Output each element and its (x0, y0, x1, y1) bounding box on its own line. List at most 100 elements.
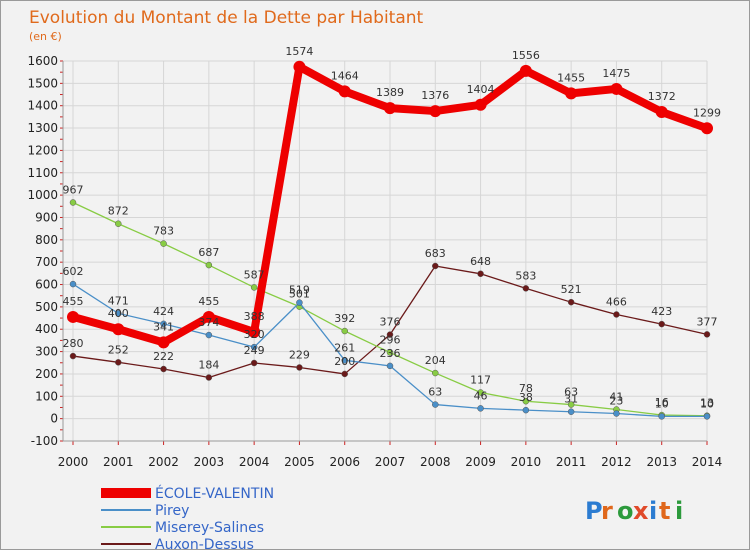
data-label: 587 (244, 268, 265, 281)
data-label: 376 (380, 316, 401, 329)
y-tick-label: 1500 (27, 76, 58, 90)
series-point-0 (701, 122, 713, 135)
series-point-3 (341, 370, 348, 378)
axes: -100 0 100 200 300 400 500 600 700 800 900 1000 1100… (27, 54, 722, 469)
legend-label-3: Auxon-Dessus (155, 537, 254, 549)
y-tick-label: 0 (50, 412, 58, 426)
data-label: 377 (697, 315, 718, 328)
x-tick-label: 2004 (239, 455, 270, 469)
series-point-0 (384, 102, 396, 115)
data-label: 1475 (602, 67, 630, 80)
series-point-0 (610, 82, 623, 95)
x-tick-label: 2006 (329, 455, 360, 469)
data-label: 46 (474, 389, 488, 402)
data-label: 1556 (512, 49, 540, 62)
data-label: 501 (289, 288, 310, 301)
series-point-2 (69, 199, 77, 206)
data-label: 184 (198, 359, 219, 372)
series-point-3 (703, 331, 711, 338)
data-label: 320 (244, 328, 265, 341)
x-tick-label: 2013 (646, 455, 677, 469)
series-point-0 (429, 105, 442, 118)
series-point-3 (522, 285, 530, 292)
logo-letter: i (649, 497, 657, 525)
data-label: 423 (651, 305, 672, 318)
logo-letter: r (601, 497, 613, 525)
series-point-0 (248, 325, 261, 338)
y-tick-label: 900 (35, 210, 58, 224)
series-point-3 (658, 320, 665, 328)
series-point-0 (519, 64, 532, 77)
series-point-2 (160, 240, 167, 247)
y-tick-label: 500 (35, 300, 58, 314)
logo-letter: i (675, 497, 683, 525)
data-label: 374 (198, 316, 219, 329)
data-label: 261 (334, 341, 355, 354)
x-tick-label: 2003 (194, 455, 225, 469)
data-label: 63 (428, 386, 442, 399)
legend-label-2: Miserey-Salines (155, 520, 264, 536)
data-label: 63 (564, 386, 578, 399)
data-label: 117 (470, 373, 491, 386)
y-tick-label: 400 (35, 322, 58, 336)
data-label: 296 (380, 333, 401, 346)
series-point-2 (250, 284, 258, 291)
series-point-1 (432, 401, 439, 408)
data-label: 10 (655, 397, 669, 410)
data-label: 10 (700, 397, 714, 410)
data-label: 23 (609, 395, 623, 408)
series-point-0 (474, 98, 487, 111)
series-point-0 (293, 60, 306, 73)
data-label: 424 (153, 305, 174, 318)
grid (63, 60, 708, 442)
data-label: 392 (334, 312, 355, 325)
legend: ÉCOLE-VALENTINPireyMiserey-SalinesAuxon-… (101, 485, 274, 549)
data-label: 1574 (285, 45, 313, 58)
series-point-0 (67, 310, 79, 323)
series-point-1 (703, 413, 711, 420)
series-point-3 (432, 262, 439, 270)
data-label: 13 (700, 397, 714, 410)
y-tick-label: 1200 (27, 143, 58, 157)
series-point-1 (522, 406, 530, 414)
series-point-1 (658, 413, 665, 420)
data-label: 783 (153, 225, 174, 238)
x-tick-label: 2010 (511, 455, 542, 469)
data-label: 41 (609, 390, 623, 403)
data-label: 1299 (693, 106, 721, 119)
x-tick-label: 2007 (375, 455, 406, 469)
series-point-2 (477, 389, 484, 396)
y-tick-label: 800 (35, 233, 58, 247)
x-tick-label: 2000 (58, 455, 89, 469)
y-tick-label: -100 (31, 434, 58, 448)
series-point-2 (432, 369, 439, 377)
data-label: 252 (108, 343, 129, 356)
x-tick-label: 2011 (556, 455, 587, 469)
legend-label-0: ÉCOLE-VALENTIN (155, 485, 274, 502)
data-label: 648 (470, 255, 491, 268)
series-point-1 (69, 280, 77, 288)
data-label: 519 (289, 284, 310, 297)
data-label: 341 (153, 320, 174, 333)
data-label: 249 (244, 344, 265, 357)
data-label: 872 (108, 205, 129, 218)
data-label: 687 (198, 246, 219, 259)
series-point-3 (69, 352, 77, 360)
y-tick-label: 1400 (27, 99, 58, 113)
x-tick-label: 2008 (420, 455, 451, 469)
data-label: 400 (108, 307, 129, 320)
data-label: 280 (63, 337, 84, 350)
data-label: 16 (655, 396, 669, 409)
legend-label-1: Pirey (155, 503, 189, 519)
data-label: 222 (153, 350, 174, 363)
data-label: 31 (564, 393, 578, 406)
series-point-0 (655, 105, 668, 118)
logo-letter: o (617, 497, 634, 525)
proxiti-logo: Pr o x i t i (585, 497, 683, 525)
series-point-0 (202, 310, 215, 323)
series-point-3 (160, 365, 167, 373)
series-point-1 (115, 310, 122, 317)
data-label: 583 (515, 269, 536, 282)
data-label: 78 (519, 382, 533, 395)
data-label: 1389 (376, 86, 404, 99)
